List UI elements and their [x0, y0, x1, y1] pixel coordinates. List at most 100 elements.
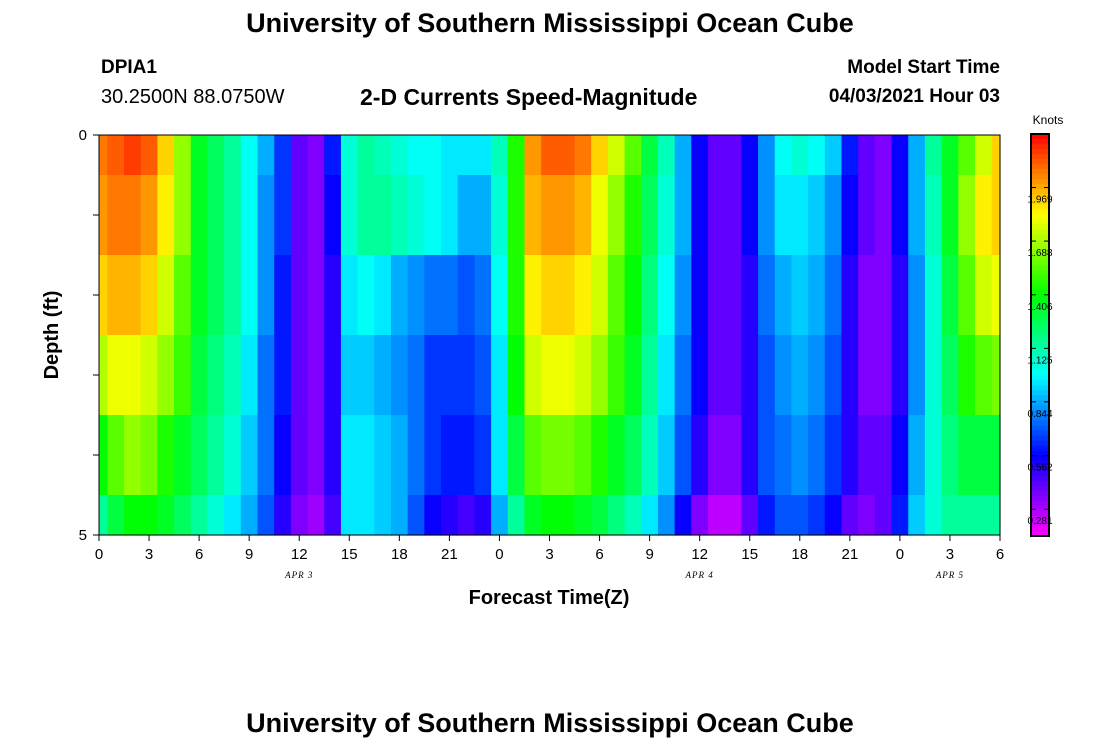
heatmap-cell — [541, 335, 559, 416]
heatmap-cell — [290, 495, 309, 536]
heatmap-cell — [307, 335, 325, 416]
heatmap-cell — [657, 175, 676, 256]
heatmap-cell — [908, 255, 926, 336]
colorbar-segment — [1031, 154, 1049, 160]
heatmap-cell — [441, 255, 459, 336]
heatmap-cell — [708, 415, 726, 496]
x-tick-label: 0 — [495, 546, 503, 563]
model-start-time: 04/03/2021 Hour 03 — [828, 86, 1000, 107]
heatmap-cell — [808, 255, 826, 336]
heatmap-cell — [124, 255, 142, 336]
heatmap-cell — [257, 175, 275, 256]
heatmap-cell — [858, 335, 876, 416]
heatmap-cell — [858, 495, 876, 536]
heatmap-cell — [557, 175, 576, 256]
heatmap-cell — [641, 495, 659, 536]
heatmap-cell — [641, 415, 659, 496]
heatmap-cell — [908, 135, 926, 176]
heatmap-cell — [491, 495, 509, 536]
heatmap-cell — [924, 495, 943, 536]
heatmap-cell — [340, 175, 359, 256]
heatmap-cell — [157, 415, 175, 496]
y-axis-label: Depth (ft) — [41, 291, 63, 380]
colorbar-segment — [1031, 365, 1049, 371]
heatmap-cell — [624, 175, 642, 256]
heatmap-cell — [657, 335, 676, 416]
heatmap-cell — [99, 495, 108, 536]
heatmap-cell — [390, 495, 409, 536]
heatmap-cell — [274, 335, 292, 416]
heatmap-cell — [574, 255, 592, 336]
heatmap-cell — [941, 495, 959, 536]
y-tick-label: 0 — [79, 127, 87, 144]
heatmap-cell — [908, 335, 926, 416]
colorbar-segment — [1031, 234, 1049, 241]
colorbar-segment — [1031, 159, 1049, 165]
chart-title: 2-D Currents Speed-Magnitude — [360, 84, 698, 110]
x-tick-label: 0 — [95, 546, 103, 563]
colorbar-segment — [1031, 410, 1049, 417]
heatmap-cell — [991, 495, 1001, 536]
heatmap-cell — [307, 415, 325, 496]
heatmap-cell — [424, 255, 442, 336]
colorbar-segment — [1031, 455, 1049, 462]
heatmap-cell — [357, 255, 375, 336]
heatmap-cell — [541, 135, 559, 176]
x-tick-label: 6 — [195, 546, 203, 563]
colorbar-segment — [1031, 319, 1049, 326]
heatmap-cell — [641, 175, 659, 256]
heatmap-cell — [991, 135, 1001, 176]
heatmap-cell — [824, 415, 843, 496]
heatmap-cell — [340, 495, 359, 536]
heatmap-cell — [157, 335, 175, 416]
heatmap-cell — [791, 175, 809, 256]
heatmap-cell — [99, 175, 108, 256]
heatmap-cell — [240, 255, 259, 336]
heatmap-cell — [924, 255, 943, 336]
heatmap-cell — [841, 495, 859, 536]
heatmap-cell — [891, 495, 909, 536]
heatmap-cell — [224, 135, 242, 176]
heatmap-cell — [691, 415, 709, 496]
heatmap-cell — [824, 255, 843, 336]
heatmap-cell — [224, 335, 242, 416]
heatmap-cell — [541, 415, 559, 496]
heatmap-cell — [958, 255, 976, 336]
heatmap-cell — [290, 175, 309, 256]
heatmap-cell — [357, 415, 375, 496]
heatmap-cell — [724, 175, 742, 256]
heatmap-cell — [157, 175, 175, 256]
heatmap-cell — [641, 335, 659, 416]
colorbar-segment — [1031, 510, 1049, 517]
date-label: APR 3 — [284, 570, 313, 580]
colorbar-tick-label: 1.969 — [1027, 195, 1052, 206]
heatmap-cell — [491, 335, 509, 416]
heatmap-cell — [874, 495, 893, 536]
heatmap-cell — [524, 135, 542, 176]
x-tick-label: 3 — [545, 546, 553, 563]
heatmap-cell — [491, 255, 509, 336]
heatmap-cell — [407, 415, 425, 496]
heatmap-cell — [824, 135, 843, 176]
heatmap-cell — [474, 415, 492, 496]
heatmap-cell — [441, 135, 459, 176]
colorbar-tick-label: 0.844 — [1027, 409, 1052, 420]
x-tick-label: 6 — [996, 546, 1004, 563]
heatmap-cell — [858, 415, 876, 496]
heatmap-cell — [591, 175, 609, 256]
colorbar-segment — [1031, 355, 1049, 361]
heatmap-cell — [958, 135, 976, 176]
heatmap-cell — [824, 335, 843, 416]
colorbar-segment — [1031, 199, 1049, 205]
heatmap-cell — [974, 135, 993, 176]
heatmap-cell — [674, 495, 692, 536]
heatmap-cell — [607, 255, 626, 336]
heatmap-cell — [941, 175, 959, 256]
colorbar-segment — [1031, 149, 1049, 155]
heatmap-cell — [841, 415, 859, 496]
colorbar-segment — [1031, 415, 1049, 422]
heatmap-cell — [374, 135, 392, 176]
heatmap-cell — [708, 335, 726, 416]
heatmap-cell — [741, 175, 759, 256]
heatmap-cell — [808, 415, 826, 496]
